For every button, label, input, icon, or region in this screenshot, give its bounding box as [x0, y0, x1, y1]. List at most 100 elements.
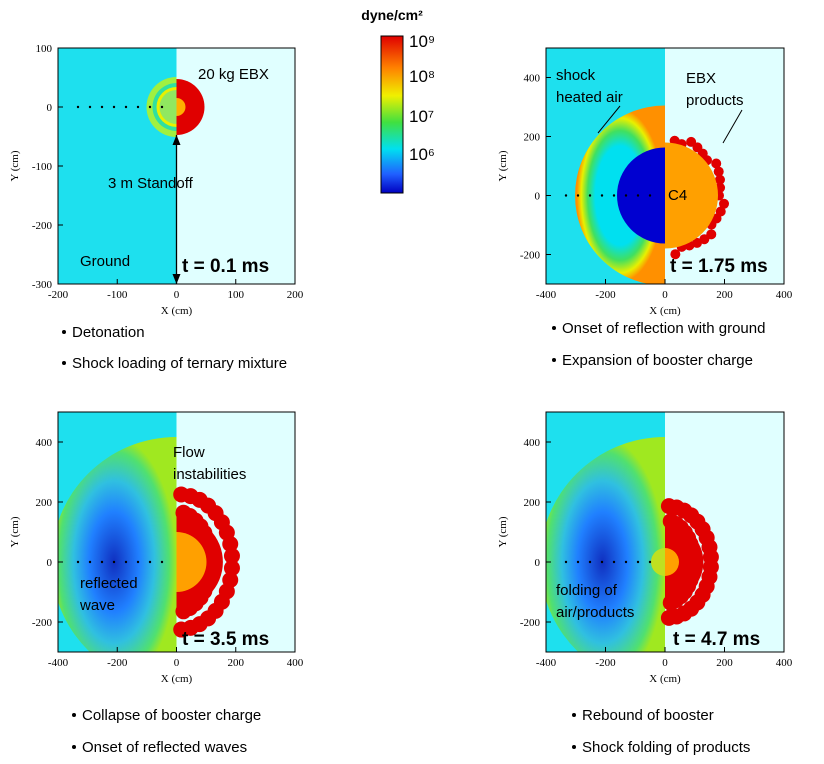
annotation: wave	[79, 597, 115, 614]
axis-dot	[113, 561, 115, 563]
axis-dot	[649, 194, 651, 196]
time-label: t = 3.5 ms	[182, 629, 269, 650]
axis-dot	[113, 106, 115, 108]
axis-dot	[565, 561, 567, 563]
axis-dot	[637, 194, 639, 196]
axis-dot	[125, 106, 127, 108]
y-axis-label: Y (cm)	[497, 516, 509, 547]
bullet-dot	[572, 713, 576, 717]
x-tick-label: 200	[287, 289, 304, 301]
y-tick-label: 0	[47, 102, 53, 114]
figure: dyne/cm² 10⁹10⁸10⁷10⁶-200-10001002001000…	[0, 0, 824, 764]
axis-dot	[77, 561, 79, 563]
y-tick-label: 400	[36, 437, 53, 449]
axis-dot	[577, 561, 579, 563]
x-tick-label: -100	[107, 289, 128, 301]
colorbar-label: 10⁶	[409, 145, 435, 164]
y-tick-label: 0	[535, 557, 541, 569]
time-label: t = 0.1 ms	[182, 256, 269, 277]
annotation: instabilities	[173, 466, 246, 483]
annotation: C4	[668, 187, 687, 204]
y-tick-label: 200	[524, 497, 541, 509]
bullet-text: Onset of reflection with ground	[562, 320, 765, 337]
annotation: heated air	[556, 89, 623, 106]
axis-dot	[601, 561, 603, 563]
axis-dot	[89, 106, 91, 108]
colorbar-scale	[381, 36, 403, 193]
x-tick-label: -200	[595, 289, 616, 301]
x-tick-label: 0	[662, 657, 668, 669]
axis-dot	[589, 194, 591, 196]
bullet-text: Shock folding of products	[582, 739, 750, 756]
bullet-text: Detonation	[72, 324, 145, 341]
y-tick-label: -100	[32, 161, 53, 173]
axis-dot	[649, 561, 651, 563]
axis-dot	[101, 561, 103, 563]
axis-dot	[137, 561, 139, 563]
axis-dot	[625, 194, 627, 196]
fringe	[661, 498, 677, 514]
annotation: reflected	[80, 575, 138, 592]
bullet-dot	[62, 330, 66, 334]
axis-dot	[149, 561, 151, 563]
bullet-dot	[552, 326, 556, 330]
annotation: shock	[556, 67, 596, 84]
x-tick-label: -400	[536, 289, 557, 301]
colorbar-unit: dyne/cm²	[361, 7, 423, 23]
x-tick-label: -200	[107, 657, 128, 669]
annotation: air/products	[556, 604, 634, 621]
bullet-text: Onset of reflected waves	[82, 739, 247, 756]
y-tick-label: 400	[524, 437, 541, 449]
axis-dot	[637, 561, 639, 563]
bullet-text: Shock loading of ternary mixture	[72, 355, 287, 372]
bullet-text: Collapse of booster charge	[82, 707, 261, 724]
y-tick-label: -300	[32, 279, 53, 291]
y-axis-label: Y (cm)	[9, 516, 21, 547]
x-tick-label: 0	[662, 289, 668, 301]
annotation: 3 m Standoff	[108, 175, 194, 192]
x-tick-label: 200	[228, 657, 245, 669]
bullet-text: Rebound of booster	[582, 707, 714, 724]
axis-dot	[77, 106, 79, 108]
time-label: t = 1.75 ms	[670, 256, 768, 277]
bullet-dot	[572, 745, 576, 749]
x-tick-label: 0	[174, 289, 180, 301]
axis-dot	[161, 106, 163, 108]
bullet-dot	[72, 713, 76, 717]
y-tick-label: 200	[524, 132, 541, 144]
y-tick-label: 200	[36, 497, 53, 509]
colorbar-label: 10⁹	[409, 32, 435, 51]
x-axis-label: X (cm)	[649, 305, 681, 317]
axis-dot	[137, 106, 139, 108]
fringe	[711, 158, 721, 168]
annotation: EBX	[686, 70, 716, 87]
x-tick-label: 400	[776, 657, 793, 669]
y-tick-label: 0	[47, 557, 53, 569]
annotation: Flow	[173, 444, 205, 461]
panel: -400-20002004004002000-200X (cm)Y (cm)sh…	[497, 48, 793, 369]
y-axis-label: Y (cm)	[497, 150, 509, 181]
x-tick-label: 400	[776, 289, 793, 301]
x-tick-label: 200	[716, 657, 733, 669]
x-tick-label: 400	[287, 657, 304, 669]
axis-dot	[625, 561, 627, 563]
bullet-dot	[62, 361, 66, 365]
fringe	[686, 137, 696, 147]
y-tick-label: -200	[32, 617, 53, 629]
axis-dot	[589, 561, 591, 563]
fringe	[706, 229, 716, 239]
y-axis-label: Y (cm)	[9, 150, 21, 181]
fringe	[719, 199, 729, 209]
axis-dot	[125, 561, 127, 563]
axis-dot	[149, 106, 151, 108]
axis-dot	[565, 194, 567, 196]
y-tick-label: -200	[520, 617, 541, 629]
colorbar-label: 10⁷	[409, 107, 434, 126]
axis-dot	[89, 561, 91, 563]
axis-dot	[613, 194, 615, 196]
axis-dot	[101, 106, 103, 108]
x-axis-label: X (cm)	[649, 673, 681, 685]
time-label: t = 4.7 ms	[673, 629, 760, 650]
